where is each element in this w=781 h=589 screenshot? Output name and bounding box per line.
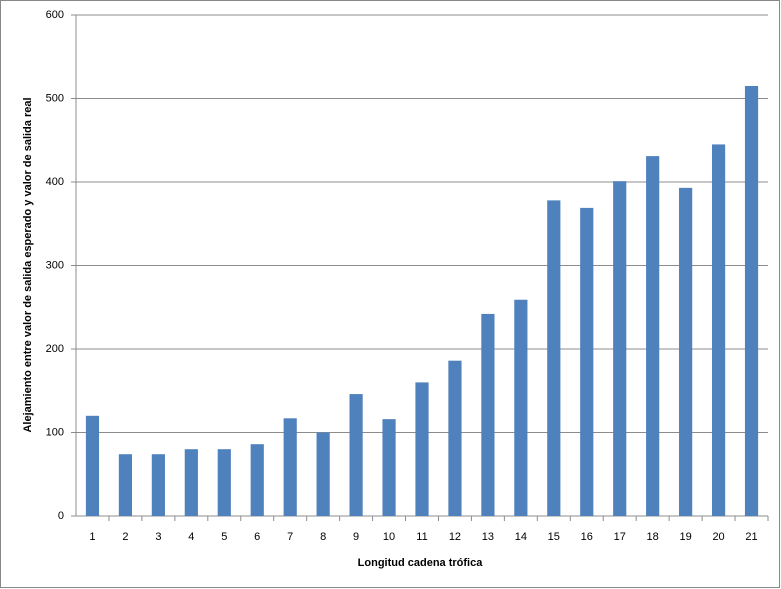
x-tick-label: 5 <box>221 531 227 543</box>
x-tick-label: 18 <box>647 531 659 543</box>
y-tick-label: 0 <box>58 510 64 522</box>
x-tick-label: 11 <box>416 531 427 543</box>
x-tick-label: 6 <box>254 531 260 543</box>
bar <box>448 360 462 516</box>
bar <box>217 449 231 516</box>
x-tick-label: 21 <box>745 531 757 543</box>
bar <box>481 313 495 516</box>
x-tick-label: 2 <box>122 531 128 543</box>
bar <box>151 454 165 516</box>
x-tick-label: 3 <box>155 531 161 543</box>
bar <box>744 85 759 516</box>
bar <box>646 156 660 517</box>
bar <box>349 394 363 516</box>
x-tick-label: 12 <box>449 531 461 543</box>
bar <box>316 432 330 516</box>
bar <box>547 200 561 516</box>
y-tick-label: 400 <box>46 176 64 188</box>
x-tick-label: 13 <box>482 531 494 543</box>
y-axis-title: Alejamiento entre valor de salida espera… <box>22 97 34 432</box>
bar <box>250 444 264 516</box>
y-tick-label: 600 <box>46 9 64 21</box>
x-tick-label: 10 <box>383 531 395 543</box>
x-tick-label: 1 <box>89 531 95 543</box>
x-tick-label: 8 <box>320 531 326 543</box>
bar <box>283 418 297 516</box>
y-tick-label: 300 <box>46 259 64 271</box>
bar <box>679 187 693 516</box>
x-tick-label: 17 <box>614 531 626 543</box>
bar <box>382 419 396 516</box>
y-tick-label: 500 <box>46 92 64 104</box>
bar <box>85 415 100 516</box>
bar <box>118 454 133 516</box>
y-tick-label: 200 <box>46 343 64 355</box>
x-tick-label: 15 <box>548 531 560 543</box>
bar <box>415 382 429 516</box>
y-tick-label: 100 <box>46 426 64 438</box>
bar <box>514 299 528 516</box>
bar <box>580 207 594 516</box>
x-axis-title: Longitud cadena trófica <box>358 557 484 569</box>
bar <box>184 449 198 516</box>
x-tick-label: 16 <box>581 531 593 543</box>
x-tick-label: 9 <box>353 531 359 543</box>
bar <box>613 181 627 517</box>
x-tick-label: 7 <box>287 531 293 543</box>
bar <box>711 144 726 517</box>
x-tick-label: 19 <box>679 531 691 543</box>
x-tick-label: 14 <box>515 531 527 543</box>
x-tick-label: 20 <box>712 531 724 543</box>
x-tick-label: 4 <box>188 531 194 543</box>
